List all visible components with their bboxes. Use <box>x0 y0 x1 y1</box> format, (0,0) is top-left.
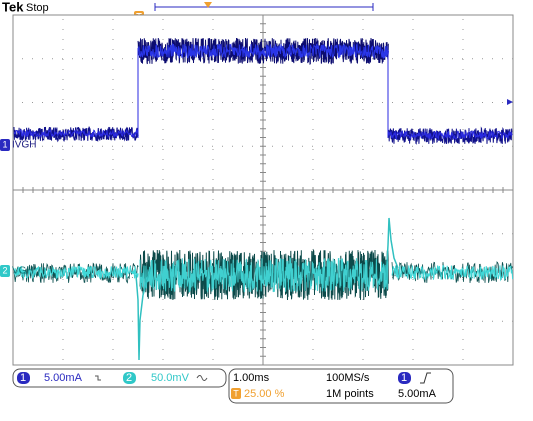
horizontal-panel <box>228 368 454 404</box>
trigger-icon: T <box>233 388 239 398</box>
waveform-transient <box>135 217 399 361</box>
ch2-label: VGH <box>12 266 34 277</box>
waveform-segment <box>13 126 139 143</box>
coupling-icons <box>95 375 208 381</box>
ch1-marker <box>0 139 10 151</box>
trigger-level: 5.00mA <box>398 388 437 400</box>
ch1-scale: 5.00mA <box>44 372 83 384</box>
waveform-edge <box>137 48 389 138</box>
sample-rate: 100MS/s <box>326 372 370 384</box>
waveform-segment <box>13 128 139 139</box>
brand: Tek <box>2 0 24 14</box>
waveform-segment <box>387 129 513 141</box>
ch2-badge <box>123 372 136 384</box>
trigger-position: 25.00 % <box>244 388 285 400</box>
waveform-segment <box>387 126 513 145</box>
ch2-marker <box>0 265 10 277</box>
run-status: Stop <box>26 2 49 14</box>
waveform-segment <box>139 256 389 294</box>
ch1-marker-number: 1 <box>2 139 7 149</box>
trigger-source-badge <box>398 372 411 384</box>
ch2-badge-number: 2 <box>126 372 132 384</box>
timebase: 1.00ms <box>233 372 270 384</box>
ch2-marker-number: 2 <box>2 265 7 275</box>
view-marker <box>204 2 212 8</box>
ch1-badge <box>17 372 30 384</box>
waveforms <box>13 37 514 361</box>
trigger-slope-icon <box>420 372 431 384</box>
trigger-source: 1 <box>401 372 407 384</box>
ch1-badge-number: 1 <box>20 372 26 384</box>
vertical-panel <box>12 368 227 388</box>
record-length: 1M points <box>326 388 374 400</box>
ch1-label: IVGH <box>12 140 36 151</box>
waveform-segment <box>13 265 139 280</box>
ch2-scale: 50.0mV <box>151 372 190 384</box>
waveform-segment <box>391 265 514 282</box>
waveform-segment <box>137 42 389 60</box>
trigger-level-marker <box>507 99 513 105</box>
trigger-icon-box <box>231 388 241 399</box>
